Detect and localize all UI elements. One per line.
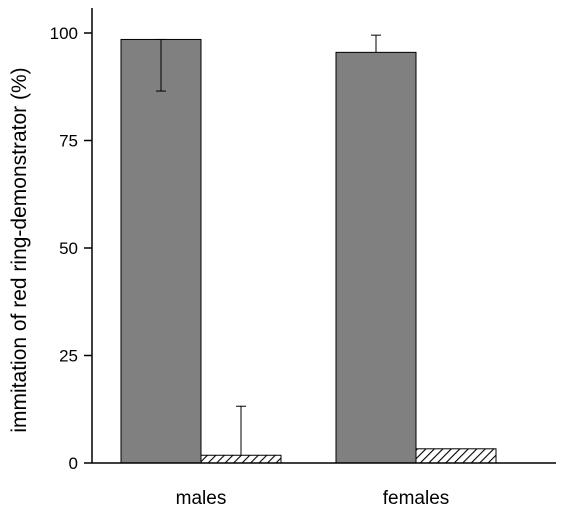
bar-females-series-1: [335, 51, 417, 464]
y-tick-label: 100: [50, 24, 78, 43]
x-category-label: females: [383, 488, 450, 509]
bar-males-series-2: [200, 454, 282, 464]
y-tick-label: 50: [59, 239, 78, 258]
y-axis-title: immitation of red ring-demonstrator (%): [8, 67, 31, 432]
y-tick-label: 25: [59, 347, 78, 366]
y-tick-label: 75: [59, 132, 78, 151]
plot-area: 0 25 50 75 100 males females: [50, 24, 497, 509]
y-tick-label: 0: [69, 454, 78, 473]
bar-females-series-2: [415, 448, 497, 464]
bar-males-series-1: [120, 38, 202, 464]
x-category-label: males: [176, 488, 227, 509]
